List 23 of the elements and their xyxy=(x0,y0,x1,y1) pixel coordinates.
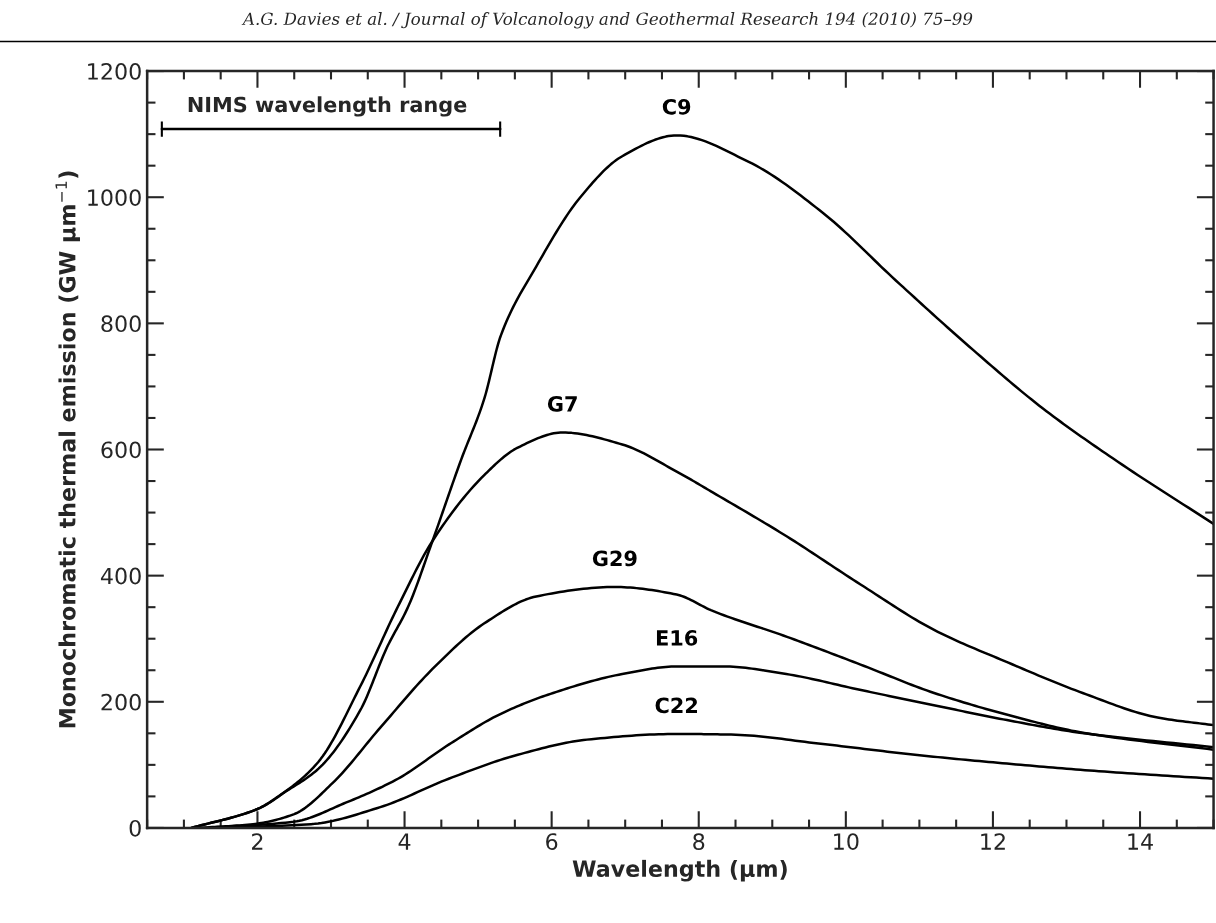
x-tick-label: 12 xyxy=(981,833,1005,850)
x-tick-label: 4 xyxy=(398,833,411,850)
y-tick-label: 1000 xyxy=(88,189,141,206)
series-label: C22 xyxy=(655,697,698,714)
x-tick-label: 2 xyxy=(252,833,263,850)
series-label: G29 xyxy=(592,550,637,567)
x-axis-title: Wavelength (μm) xyxy=(572,859,787,882)
series-label: G7 xyxy=(547,396,577,412)
x-tick-label: 14 xyxy=(1128,833,1153,850)
series-label: C9 xyxy=(662,98,691,115)
series-label: E16 xyxy=(656,630,698,646)
y-tick-label: 400 xyxy=(100,567,141,585)
y-tick-label: 1200 xyxy=(88,63,141,80)
y-axis-title: Monochromatic thermal emission (GW μm$^{−1}$) xyxy=(55,171,80,728)
y-tick-label: 200 xyxy=(101,693,141,711)
text: A.G. Davies et al. / Journal of Volcanology and Geothermal Research 194 (2010) 75–99 xyxy=(241,12,973,29)
x-tick-label: 8 xyxy=(693,833,705,850)
y-tick-label: 0 xyxy=(129,819,141,837)
y-tick-label: 800 xyxy=(101,315,141,333)
y-tick-label: 600 xyxy=(101,441,141,459)
x-tick-label: 10 xyxy=(834,833,859,850)
x-tick-label: 6 xyxy=(546,833,558,850)
annotation: NIMS wavelength range xyxy=(188,96,467,117)
